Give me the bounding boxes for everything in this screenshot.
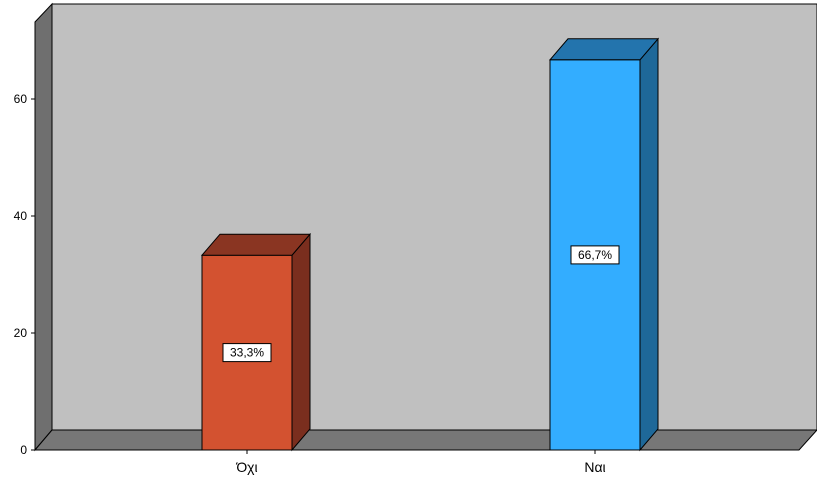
data-label-box: [570, 245, 620, 265]
bar-side: [291, 232, 311, 452]
data-label: 66,7%: [578, 248, 612, 262]
bar-top: [548, 38, 660, 61]
y-tick-label: 0: [20, 443, 27, 457]
x-category-label: Ναι: [584, 459, 605, 475]
y-tick-label: 60: [14, 92, 28, 106]
bar-nai: 66,7%: [548, 37, 660, 452]
bar-ochi: 33,3%: [200, 232, 312, 452]
y-tick-label: 40: [14, 209, 28, 223]
chart-back-panel: [51, 3, 817, 431]
data-label: 33,3%: [230, 346, 264, 360]
x-category-label: Όχι: [235, 459, 257, 475]
chart-left-wall: [34, 2, 53, 452]
chart-floor: [33, 429, 817, 451]
data-label-box: [222, 343, 272, 363]
y-tick-label: 20: [14, 326, 28, 340]
bar-side: [639, 37, 659, 452]
bar-top: [200, 233, 312, 256]
